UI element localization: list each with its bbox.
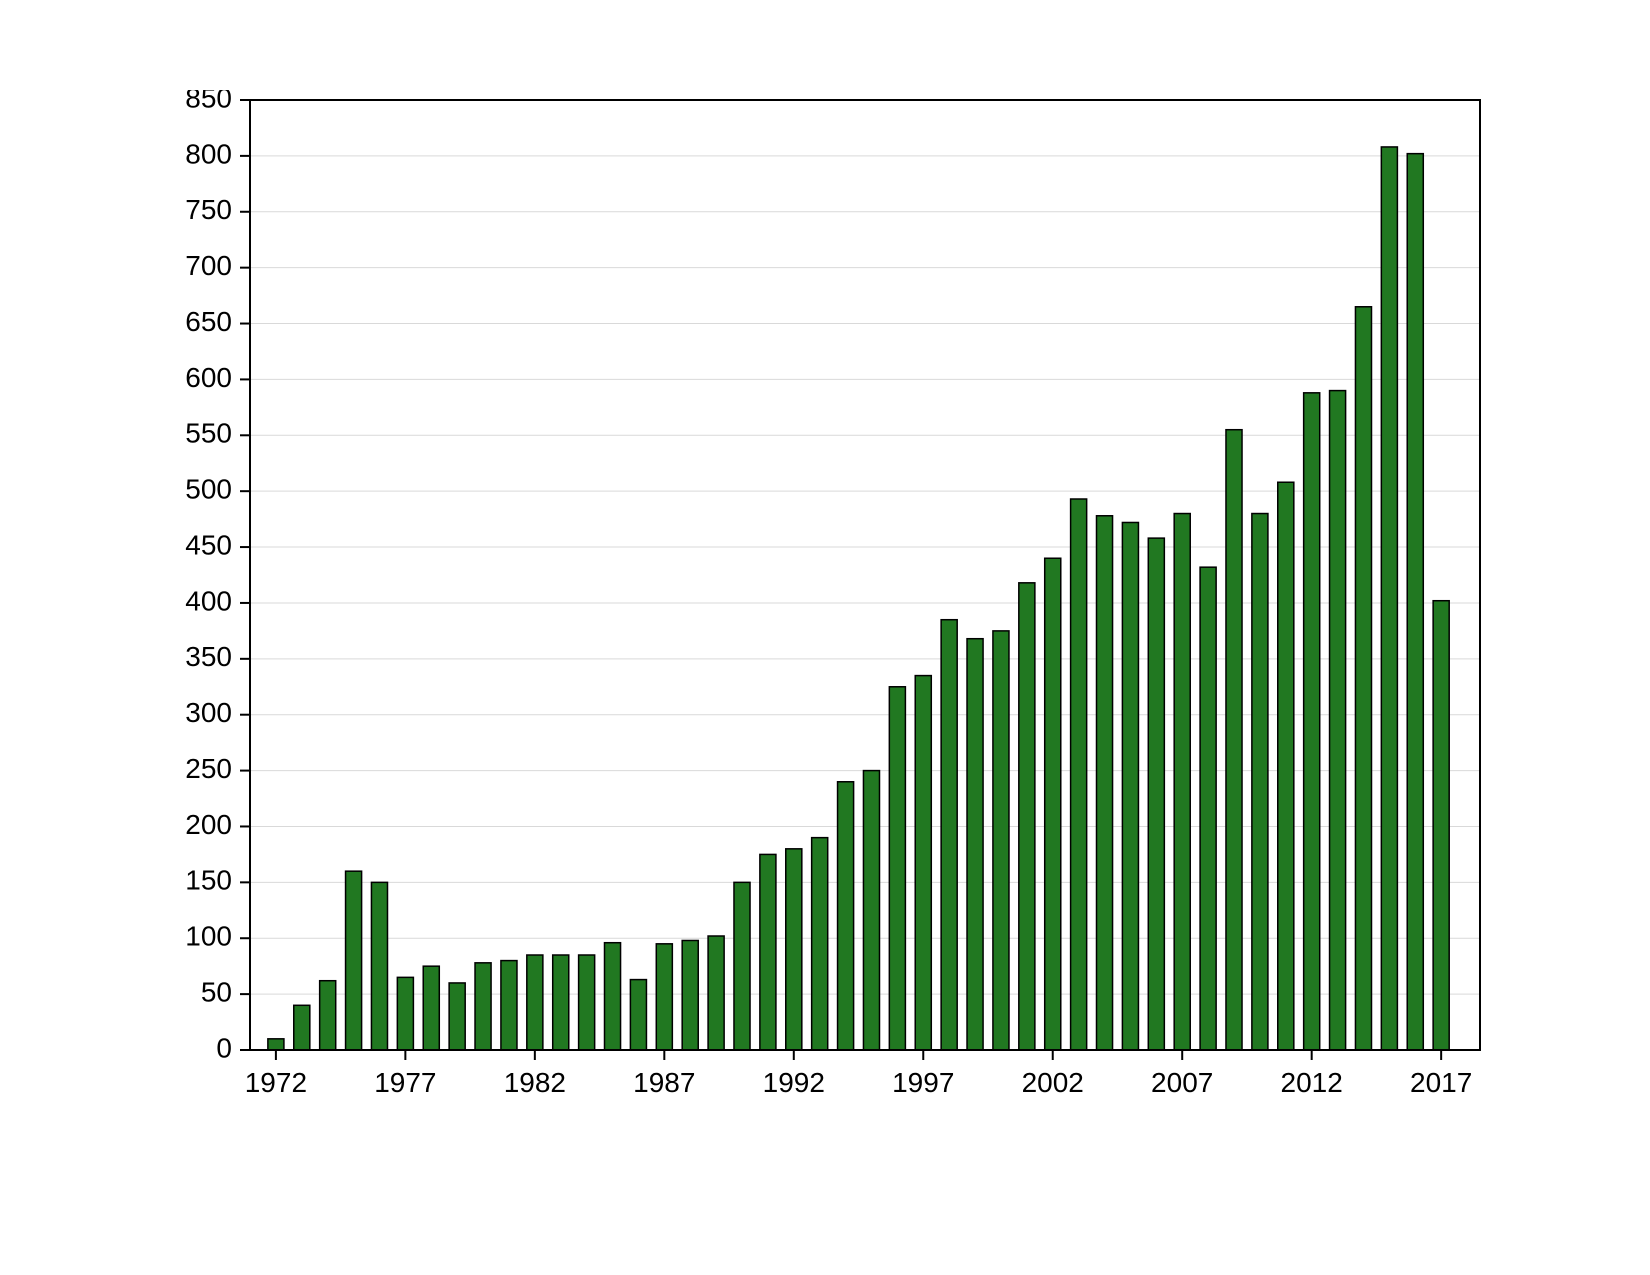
bar [1174, 514, 1190, 1050]
x-tick-label: 2012 [1281, 1067, 1343, 1098]
bar [760, 854, 776, 1050]
bar [863, 771, 879, 1050]
bar [630, 980, 646, 1050]
y-tick-label: 0 [216, 1032, 232, 1063]
bar [294, 1005, 310, 1050]
x-tick-label: 1977 [374, 1067, 436, 1098]
y-tick-label: 650 [185, 306, 232, 337]
bar [475, 963, 491, 1050]
bar [320, 981, 336, 1050]
x-tick-label: 1982 [504, 1067, 566, 1098]
x-tick-label: 1987 [633, 1067, 695, 1098]
bar [708, 936, 724, 1050]
y-tick-label: 300 [185, 697, 232, 728]
bar [967, 639, 983, 1050]
y-tick-label: 850 [185, 90, 232, 113]
x-tick-label: 2007 [1151, 1067, 1213, 1098]
x-tick-label: 1997 [892, 1067, 954, 1098]
bar [1019, 583, 1035, 1050]
bar [734, 882, 750, 1050]
bar [1200, 567, 1216, 1050]
y-tick-label: 400 [185, 585, 232, 616]
x-tick-label: 2017 [1410, 1067, 1472, 1098]
bar [1381, 147, 1397, 1050]
bar [501, 961, 517, 1050]
bar [1304, 393, 1320, 1050]
bar [397, 977, 413, 1050]
bar [1148, 538, 1164, 1050]
bar [915, 676, 931, 1050]
x-tick-label: 1972 [245, 1067, 307, 1098]
y-tick-label: 150 [185, 865, 232, 896]
bar [682, 940, 698, 1050]
bar [553, 955, 569, 1050]
y-tick-label: 550 [185, 418, 232, 449]
bar [786, 849, 802, 1050]
bar [1122, 522, 1138, 1050]
bar [656, 944, 672, 1050]
y-tick-label: 350 [185, 641, 232, 672]
y-tick-label: 700 [185, 250, 232, 281]
bar [889, 687, 905, 1050]
bar [1278, 482, 1294, 1050]
y-tick-label: 100 [185, 921, 232, 952]
bar [1096, 516, 1112, 1050]
bar [993, 631, 1009, 1050]
y-tick-label: 600 [185, 362, 232, 393]
bar [1355, 307, 1371, 1050]
bar [527, 955, 543, 1050]
bar [812, 838, 828, 1050]
y-tick-label: 200 [185, 809, 232, 840]
bar [268, 1039, 284, 1050]
bar [1433, 601, 1449, 1050]
y-tick-label: 50 [201, 977, 232, 1008]
x-tick-label: 2002 [1022, 1067, 1084, 1098]
bar [1407, 154, 1423, 1050]
bar [1252, 514, 1268, 1050]
bar [579, 955, 595, 1050]
bar [1045, 558, 1061, 1050]
bar [346, 871, 362, 1050]
bar [371, 882, 387, 1050]
chart-svg: 0 50 100 150 200 250 300 350 400 450 500 550 600 650 7… [160, 90, 1490, 1185]
y-tick-label: 800 [185, 138, 232, 169]
y-tick-label: 500 [185, 474, 232, 505]
bar [423, 966, 439, 1050]
bar [838, 782, 854, 1050]
y-tick-label: 450 [185, 529, 232, 560]
bar [604, 943, 620, 1050]
x-tick-label: 1992 [763, 1067, 825, 1098]
bar [449, 983, 465, 1050]
bar [1226, 430, 1242, 1050]
bar [1330, 391, 1346, 1050]
bar-chart: 0 50 100 150 200 250 300 350 400 450 500 550 600 650 7… [160, 90, 1490, 1185]
y-tick-label: 250 [185, 753, 232, 784]
y-tick-label: 750 [185, 194, 232, 225]
bar [1071, 499, 1087, 1050]
bar [941, 620, 957, 1050]
